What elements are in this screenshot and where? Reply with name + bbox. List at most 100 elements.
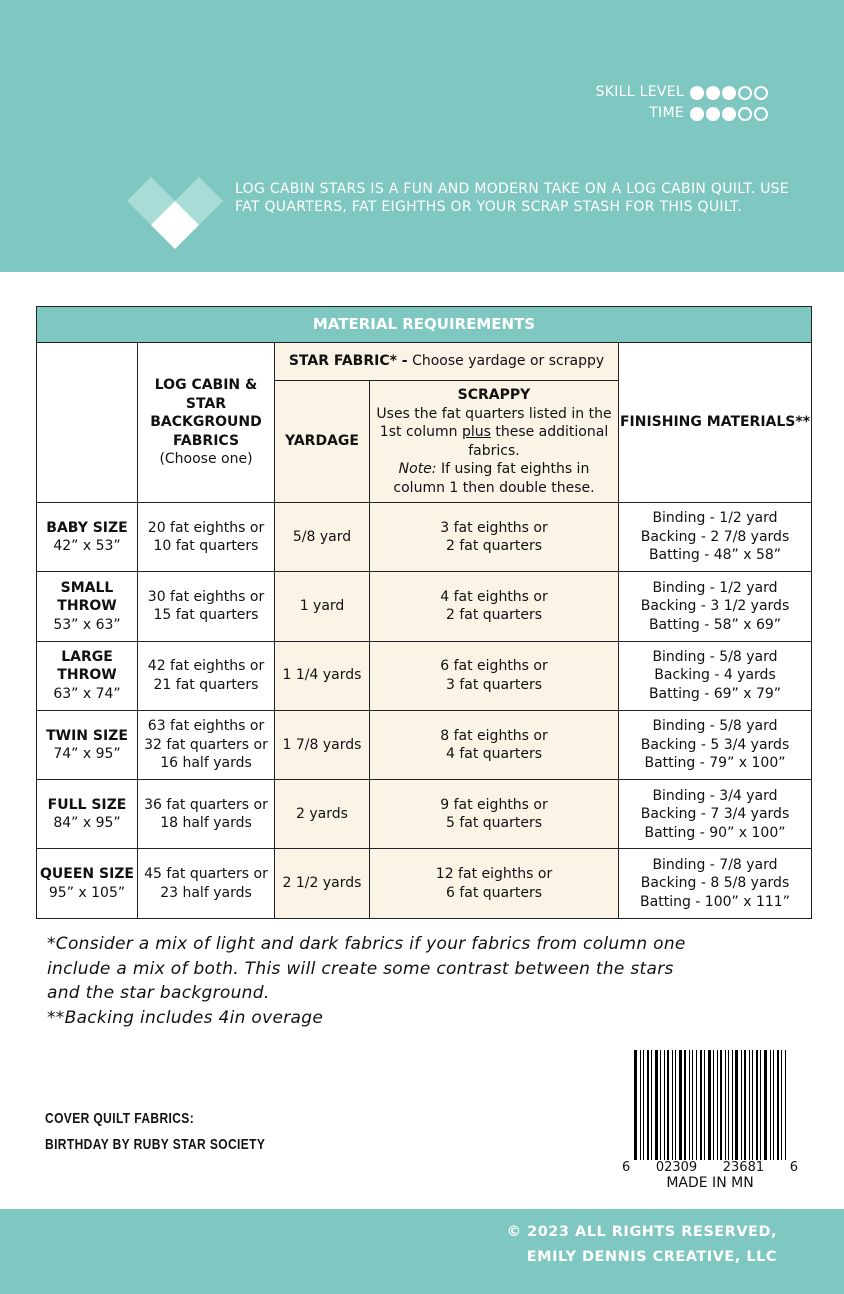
scrappy-cell: 4 fat eighths or 2 fat quarters [369,571,619,642]
yardage-cell: 1 yard [274,571,370,642]
yardage-header: YARDAGE [274,380,370,503]
yardage-cell: 5/8 yard [274,501,370,573]
barcode-right: 23681 [722,1160,765,1175]
filled-dot-icon [706,106,720,121]
finishing-line: Batting - 100” x 111” [640,893,790,910]
scrappy-cell: 9 fat eighths or 5 fat quarters [369,779,619,850]
barcode-bar [692,1050,694,1160]
filled-dot-icon [722,106,736,121]
empty-dot-icon [738,85,752,100]
footnote: include a mix of both. This will create … [47,958,674,979]
filled-dot-icon [690,85,704,100]
size-cell: QUEEN SIZE 95” x 105” [36,848,138,919]
barcode-bar [675,1050,677,1160]
size-name: BABY SIZE [46,519,128,536]
time-level: TIME [596,103,768,124]
scrappy-line: 12 fat eighths or [435,866,553,883]
skill-level-dots [690,85,768,100]
yardage-title: YARDAGE [285,433,359,450]
finishing-cell: Binding - 3/4 yard Backing - 7 3/4 yards B… [618,779,812,850]
finishing-header: FINISHING MATERIALS** [618,342,812,503]
size-name: TWIN SIZE [46,727,128,744]
barcode-bar [760,1050,762,1160]
size-dims: 63” x 74” [53,685,121,702]
bg-line: 16 half yards [160,755,252,772]
scrappy-line: 4 fat eighths or [440,588,548,605]
footnote: *Consider a mix of light and dark fabric… [47,934,686,954]
size-name: LARGE THROW [57,648,117,684]
finishing-line: Batting - 69” x 79” [648,685,782,702]
scrappy-line: 6 fat eighths or [440,658,548,675]
bg-line: 63 fat eighths or [147,718,265,735]
scrappy-plus: plus [461,424,491,440]
col-bg-sub: (Choose one) [159,451,253,468]
barcode-bar [695,1050,697,1160]
barcode-number: 6 02309 23681 6 [620,1160,800,1175]
background-cell: 30 fat eighths or 15 fat quarters [137,571,275,642]
level-indicators: SKILL LEVEL TIME [596,82,768,124]
barcode-bar [704,1050,706,1160]
filled-dot-icon [706,85,720,100]
barcode-bar [634,1050,637,1160]
copyright: © 2023 ALL RIGHTS RESERVED, [506,1224,777,1240]
intro-text: LOG CABIN STARS IS A FUN AND MODERN TAKE… [235,181,789,215]
empty-dot-icon [754,85,768,100]
table-row: TWIN SIZE 74” x 95” 63 fat eighths or 32 f… [36,709,812,781]
star-fabric-sub: Choose yardage or scrappy [412,353,605,370]
scrappy-header: SCRAPPY Uses the fat quarters listed in t… [369,380,619,503]
empty-dot-icon [754,106,768,121]
finishing-line: Binding - 7/8 yard [652,856,778,873]
time-dots [690,106,768,121]
finishing-line: Binding - 5/8 yard [652,648,778,665]
finishing-line: Backing - 2 7/8 yards [640,528,790,545]
finishing-line: Binding - 1/2 yard [652,579,778,596]
finishing-cell: Binding - 5/8 yard Backing - 5 3/4 yards B… [618,709,812,781]
skill-level-label: SKILL LEVEL [595,84,684,100]
finishing-title: FINISHING MATERIALS** [619,414,811,431]
heart-logo-icon [127,177,223,249]
barcode-bar [654,1050,658,1160]
background-cell: 45 fat quarters or 23 half yards [137,848,275,919]
barcode-bar [639,1050,641,1160]
size-dims: 95” x 105” [48,884,126,901]
table-title: MATERIAL REQUIREMENTS [36,306,812,343]
barcode-bar [663,1050,665,1160]
barcode-bar [740,1050,742,1160]
yardage-cell: 1 1/4 yards [274,640,370,711]
scrappy-line: 3 fat eighths or [440,519,548,536]
note-label: Note: [398,461,437,477]
scrappy-cell: 6 fat eighths or 3 fat quarters [369,640,619,711]
time-label: TIME [649,105,684,121]
barcode-bar [748,1050,750,1160]
barcode-bar [769,1050,771,1160]
barcode-left: 02309 [655,1160,698,1175]
col-bg-header: LOG CABIN & STAR BACKGROUND FABRICS (Choo… [137,342,275,503]
yardage-cell: 1 7/8 yards [274,709,370,781]
finishing-line: Backing - 4 yards [654,667,776,684]
bg-line: 23 half yards [160,884,252,901]
barcode: 6 02309 23681 6 MADE IN MN [620,1050,800,1195]
background-cell: 20 fat eighths or 10 fat quarters [137,501,275,573]
scrappy-line: 5 fat quarters [445,815,543,832]
barcode-bar [735,1050,739,1160]
finishing-line: Binding - 1/2 yard [652,510,778,527]
barcode-bar [660,1050,662,1160]
barcode-bar [646,1050,649,1160]
finishing-cell: Binding - 5/8 yard Backing - 4 yards Batti… [618,640,812,711]
size-dims: 53” x 63” [53,616,121,633]
size-dims: 42” x 53” [53,538,121,555]
scrappy-line: 3 fat quarters [445,676,543,693]
bg-line: 15 fat quarters [153,607,259,624]
finishing-line: Backing - 7 3/4 yards [640,806,790,823]
finishing-line: Backing - 5 3/4 yards [640,736,790,753]
barcode-bar [728,1050,730,1160]
col-bg-title: LOG CABIN & STAR BACKGROUND FABRICS [150,377,262,449]
scrappy-desc-2: these additional fabrics. [468,424,609,459]
finishing-line: Backing - 8 5/8 yards [640,875,790,892]
bg-line: 32 fat quarters or [144,736,268,753]
company-name: EMILY DENNIS CREATIVE, LLC [526,1249,777,1265]
empty-header-cell [36,342,138,503]
finishing-line: Batting - 90” x 100” [644,824,786,841]
barcode-bar [720,1050,723,1160]
finishing-line: Batting - 48” x 58” [648,547,782,564]
